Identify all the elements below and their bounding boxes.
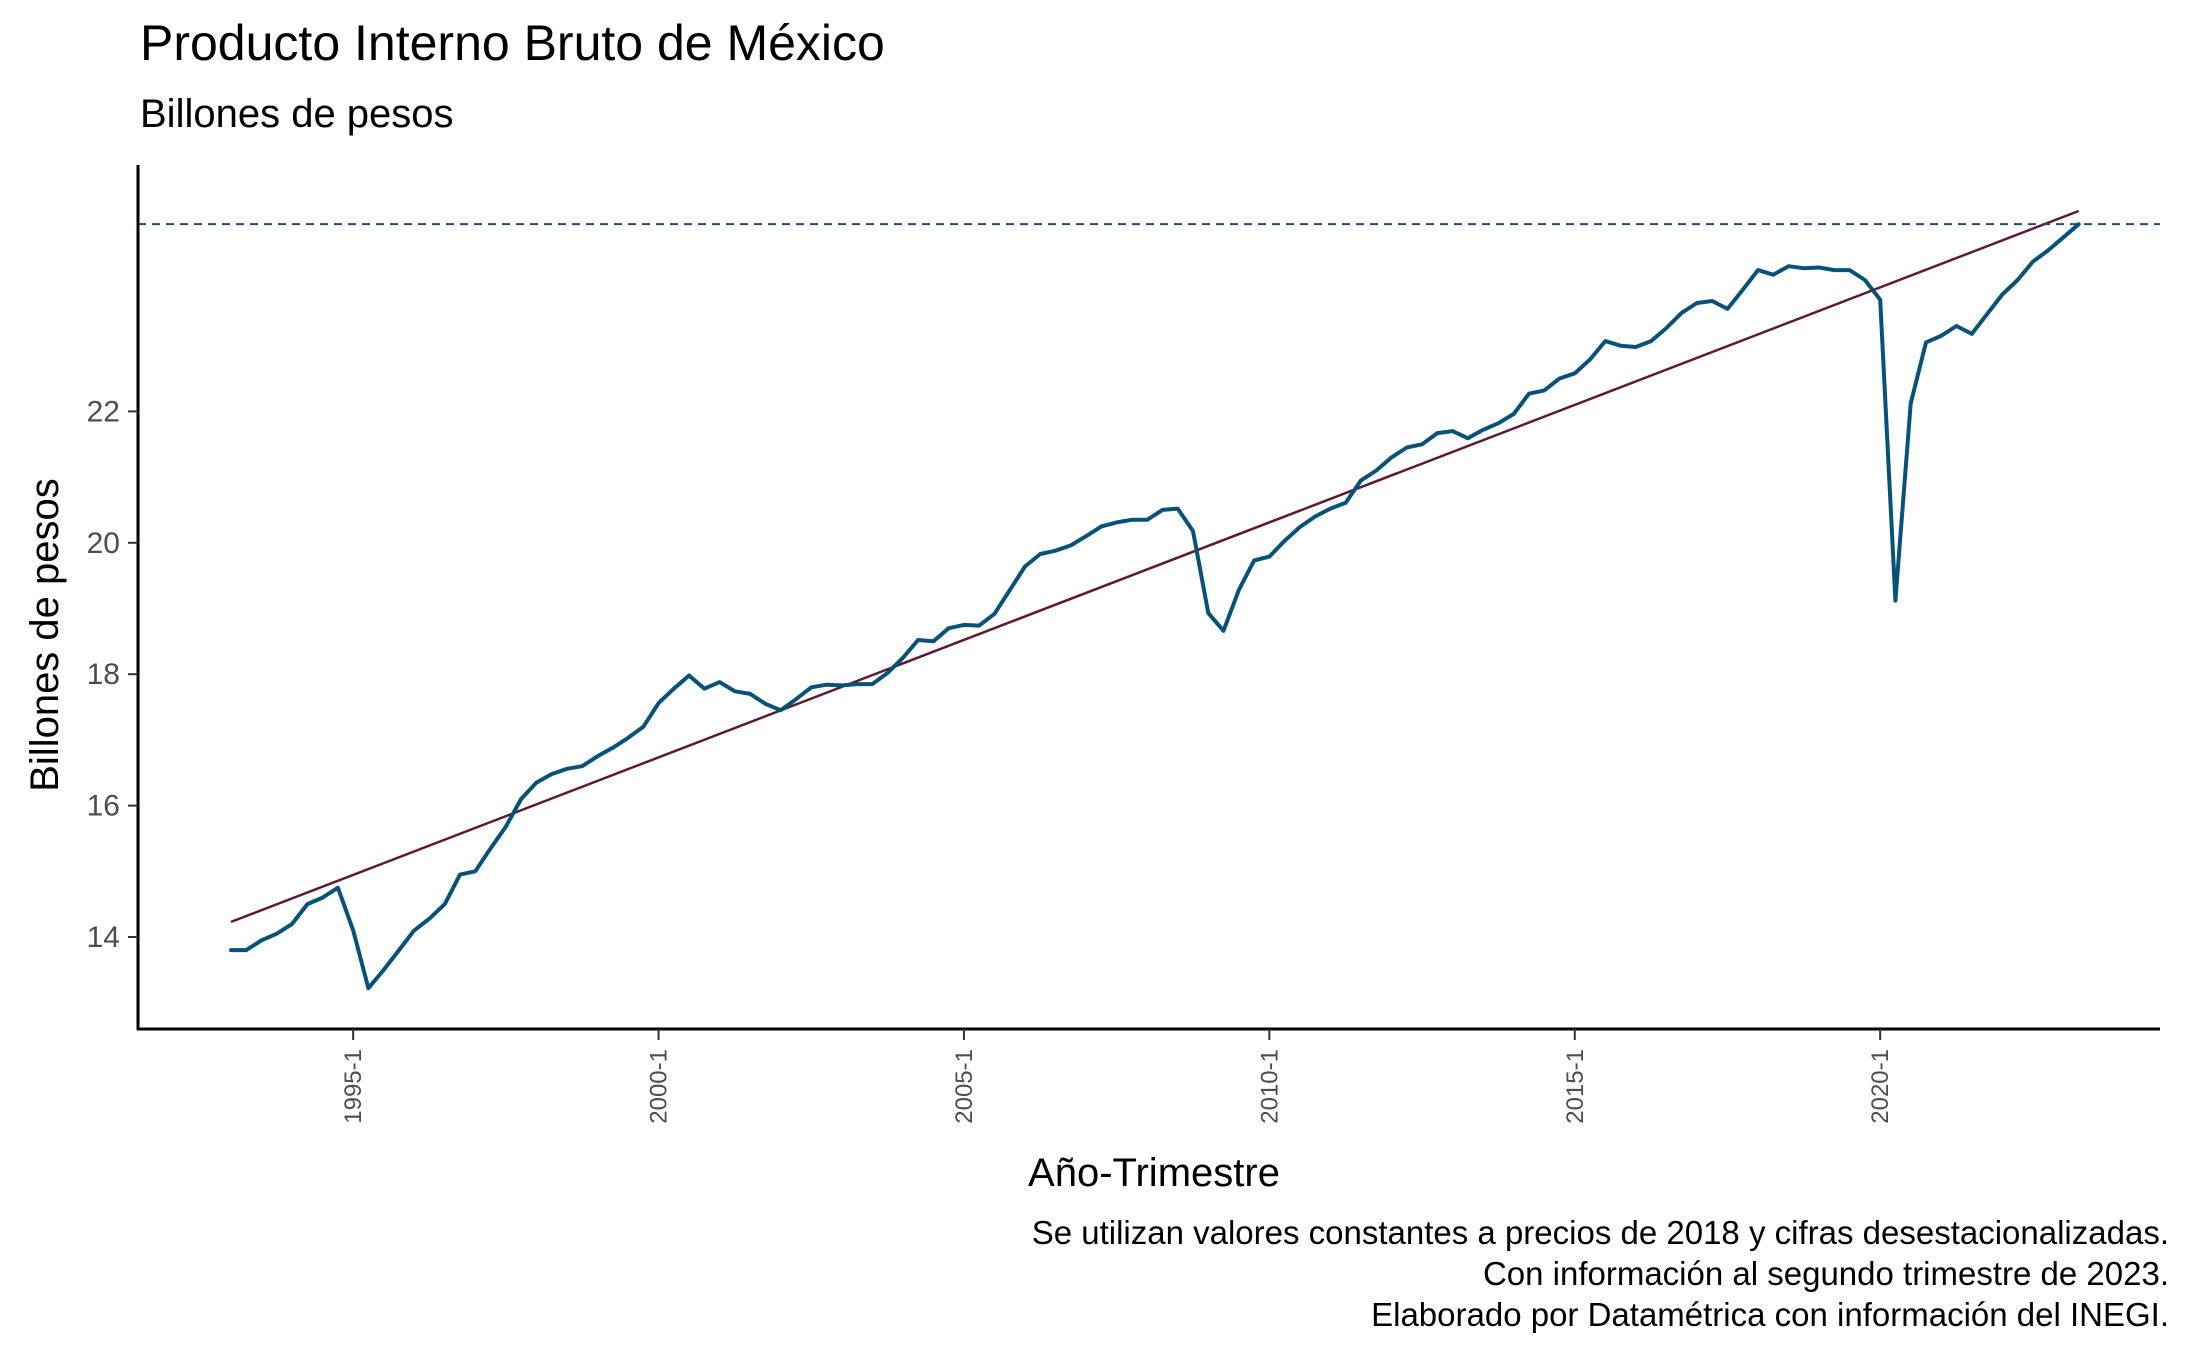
caption-line-1: Se utilizan valores constantes a precios… — [1031, 1214, 2169, 1251]
y-tick-label: 18 — [87, 658, 120, 691]
trend-line — [230, 209, 2080, 924]
x-tick-label: 2015-1 — [1562, 1049, 1589, 1124]
x-tick-label: 1995-1 — [340, 1049, 367, 1124]
chart-title: Producto Interno Bruto de México — [140, 15, 885, 71]
y-axis-ticks: 14 16 18 20 22 — [87, 395, 138, 954]
plot-area — [138, 209, 2160, 991]
chart-subtitle: Billones de pesos — [140, 92, 454, 136]
series-line-pib — [229, 222, 2081, 991]
y-tick-label: 14 — [87, 921, 120, 954]
y-tick-label: 20 — [87, 527, 120, 560]
x-tick-label: 2010-1 — [1256, 1049, 1283, 1124]
x-tick-label: 2005-1 — [951, 1049, 978, 1124]
x-tick-label: 2020-1 — [1867, 1049, 1894, 1124]
caption-line-2: Con información al segundo trimestre de … — [1482, 1255, 2169, 1292]
x-axis-title: Año-Trimestre — [1028, 1151, 1280, 1195]
caption-line-3: Elaborado por Datamétrica con informació… — [1371, 1296, 2169, 1333]
y-tick-label: 16 — [87, 790, 120, 823]
x-tick-label: 2000-1 — [646, 1049, 673, 1124]
y-axis-title: Billones de pesos — [23, 478, 67, 792]
y-tick-label: 22 — [87, 395, 120, 428]
caption: Se utilizan valores constantes a precios… — [1032, 1212, 2169, 1335]
x-axis-ticks: 1995-1 2000-1 2005-1 2010-1 2015-1 2020-1 — [340, 1029, 1894, 1124]
